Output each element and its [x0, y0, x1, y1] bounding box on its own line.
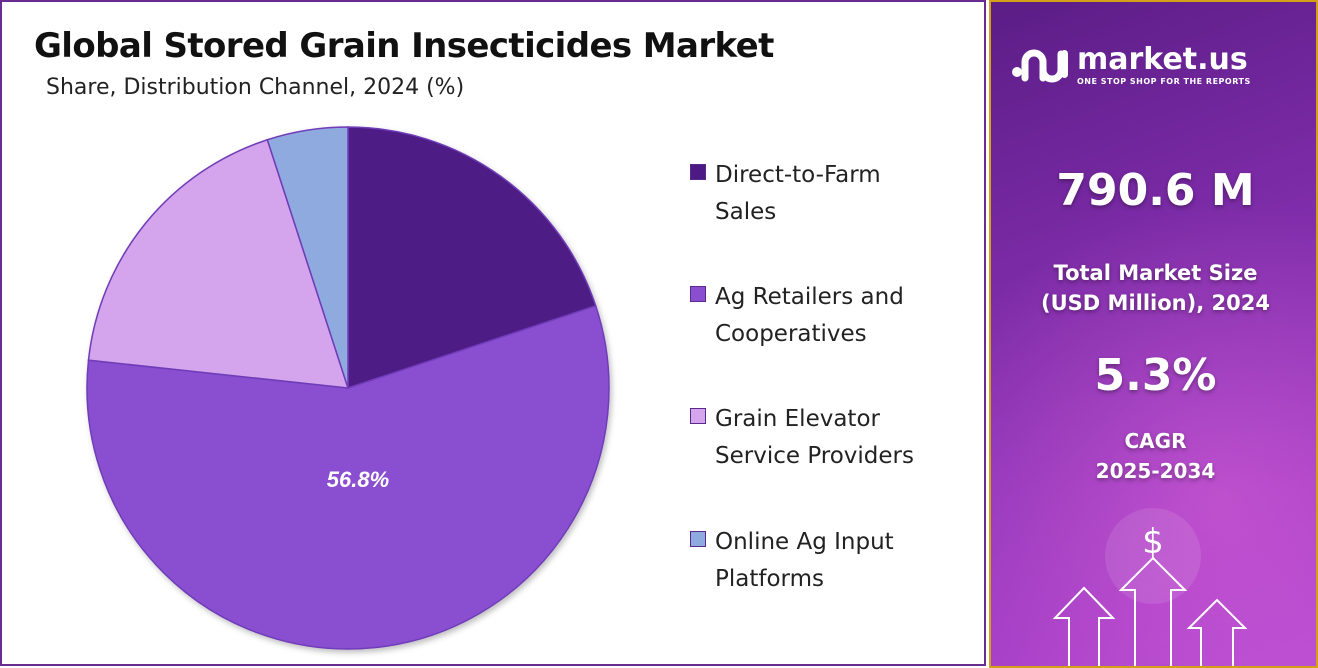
chart-panel: Global Stored Grain Insecticides Market …: [0, 0, 986, 666]
legend-label-line: Grain Elevator: [715, 406, 880, 432]
coin-circle-icon: [1105, 508, 1201, 604]
brand-name: market.us: [1077, 41, 1248, 77]
legend-label-line: Online Ag Input: [715, 529, 894, 555]
pie-chart: 56.8%: [86, 126, 610, 650]
pie-slice: [347, 126, 597, 390]
cagr-value: 5.3%: [1094, 350, 1217, 401]
summary-panel: market.us ONE STOP SHOP FOR THE REPORTS …: [989, 0, 1318, 668]
legend-label-line: Ag Retailers and: [715, 284, 904, 310]
legend-swatch: [690, 531, 706, 547]
market-size-label: Total Market Size (USD Million), 2024: [991, 258, 1316, 318]
legend-swatch: [690, 164, 706, 180]
growth-arrows-illustration: $: [1052, 508, 1248, 666]
legend-label-line: Service Providers: [715, 443, 914, 469]
pie-slice: [266, 126, 349, 389]
arrow-up-icon: [1052, 586, 1116, 666]
cagr-label-line: CAGR: [1124, 429, 1187, 453]
chart-subtitle: Share, Distribution Channel, 2024 (%): [46, 75, 465, 100]
market-size-value: 790.6 M: [1056, 165, 1255, 216]
brand-logo: market.us ONE STOP SHOP FOR THE REPORTS: [1009, 40, 1251, 90]
legend-label-line: Sales: [715, 199, 777, 225]
pie-data-label: 56.8%: [327, 467, 389, 492]
legend-label-line: Cooperatives: [715, 321, 867, 347]
legend-item-ag-retailers: Ag Retailers and Cooperatives: [690, 279, 955, 353]
legend-swatch: [690, 408, 706, 424]
market-us-logo-icon: [1012, 49, 1068, 83]
dollar-sign-icon: $: [1142, 522, 1164, 562]
legend-swatch: [690, 286, 706, 302]
brand-tagline: ONE STOP SHOP FOR THE REPORTS: [1077, 76, 1251, 86]
pie-slice: [86, 304, 610, 650]
legend-label-line: Direct-to-Farm: [715, 162, 881, 188]
arrow-up-icon: [1118, 556, 1188, 666]
background-glow: [991, 2, 1316, 666]
legend-item-direct-to-farm: Direct-to-Farm Sales: [690, 157, 955, 231]
legend-item-online-ag: Online Ag Input Platforms: [690, 524, 955, 598]
market-size-label-line: Total Market Size: [1053, 261, 1258, 285]
legend-label-line: Platforms: [715, 566, 824, 592]
legend-item-grain-elevator: Grain Elevator Service Providers: [690, 401, 955, 475]
market-size-label-line: (USD Million), 2024: [1041, 291, 1270, 315]
pie-slice: [87, 138, 350, 389]
cagr-label: CAGR 2025-2034: [991, 426, 1316, 486]
chart-title: Global Stored Grain Insecticides Market: [34, 26, 774, 66]
arrow-up-icon: [1186, 598, 1248, 666]
cagr-label-line: 2025-2034: [1095, 459, 1216, 483]
